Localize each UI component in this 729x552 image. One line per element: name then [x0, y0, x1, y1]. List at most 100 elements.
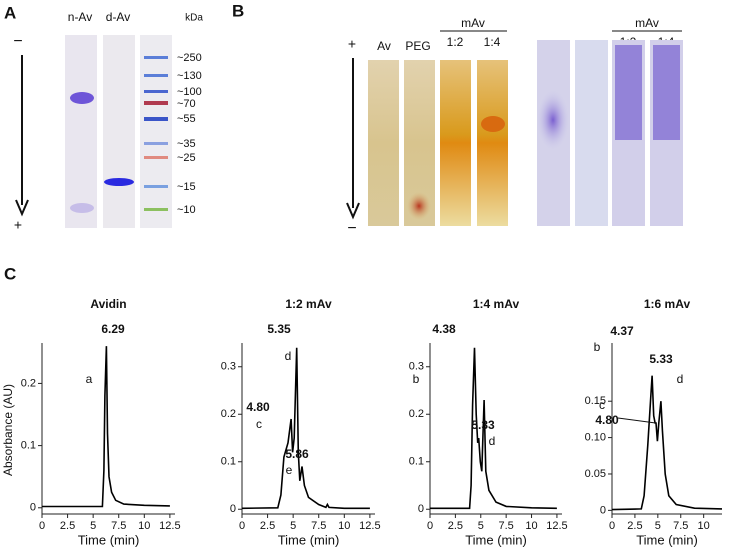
- annotation: 5.33: [649, 352, 673, 366]
- panel-label: B: [232, 1, 244, 20]
- y-tick-label: 0.2: [221, 408, 236, 420]
- trace: [430, 347, 557, 510]
- trace: [241, 347, 370, 510]
- lane-label: 1:4: [484, 35, 501, 49]
- x-axis-label: Time (min): [636, 532, 698, 547]
- gel-lane: [140, 35, 172, 228]
- x-tick-label: 10: [138, 520, 150, 532]
- y-tick-label: 0.1: [409, 456, 424, 468]
- annotation: 4.37: [610, 324, 634, 338]
- x-tick-label: 7.5: [499, 520, 514, 532]
- y-tick-label: 0: [30, 502, 36, 514]
- x-tick-label: 0: [239, 520, 245, 532]
- gel-band: [537, 90, 569, 150]
- annotation: 4.80: [246, 400, 270, 414]
- panel-label: C: [4, 264, 16, 283]
- ladder-label: ~70: [177, 98, 196, 110]
- x-tick-label: 5: [655, 520, 661, 532]
- annotation: 6.29: [101, 322, 125, 336]
- gel-lane: [575, 40, 608, 226]
- ladder-label: ~250: [177, 52, 202, 64]
- annotation: c: [256, 417, 262, 431]
- x-tick-label: 2.5: [448, 520, 463, 532]
- annotation: c: [599, 398, 605, 412]
- x-axis-label: Time (min): [78, 532, 140, 547]
- ladder-label: ~10: [177, 204, 196, 216]
- annotation: 5.33: [471, 418, 495, 432]
- x-tick-label: 5: [478, 520, 484, 532]
- lane-label: 1:2: [447, 35, 464, 49]
- x-tick-label: 12.5: [159, 520, 180, 532]
- x-tick-label: 0: [427, 520, 433, 532]
- gel-band: [615, 45, 642, 140]
- lane-label: PEG: [405, 39, 430, 53]
- y-tick-label: 0.3: [409, 361, 424, 373]
- x-tick-label: 0: [609, 520, 615, 532]
- chart-title: Avidin: [90, 297, 126, 311]
- y-tick-label: 0.1: [221, 456, 236, 468]
- y-tick-label: 0.2: [21, 377, 36, 389]
- x-tick-label: 2.5: [627, 520, 642, 532]
- leader-line: [617, 417, 656, 424]
- ladder: [144, 56, 168, 211]
- x-tick-label: 5: [90, 520, 96, 532]
- x-tick-label: 7.5: [111, 520, 126, 532]
- x-tick-label: 5: [290, 520, 296, 532]
- polarity: +: [14, 217, 22, 233]
- x-tick-label: 12.5: [359, 520, 380, 532]
- y-tick-label: 0.10: [585, 432, 606, 444]
- annotation: b: [413, 372, 420, 386]
- gel-lane: [368, 60, 399, 226]
- annotation: 5.86: [285, 447, 309, 461]
- x-axis-label: Time (min): [278, 532, 340, 547]
- annotation: e: [286, 463, 293, 477]
- gel-lane: [440, 60, 471, 226]
- annotation: 5.35: [267, 322, 291, 336]
- y-tick-label: 0.15: [585, 395, 606, 407]
- ladder-label: ~35: [177, 138, 196, 150]
- x-tick-label: 10: [698, 520, 710, 532]
- ladder-label: ~15: [177, 181, 196, 193]
- annotation: b: [594, 340, 601, 354]
- arrow-head: [346, 202, 360, 220]
- x-tick-label: 2.5: [260, 520, 275, 532]
- x-tick-label: 12.5: [546, 520, 567, 532]
- y-tick-label: 0: [418, 503, 424, 515]
- gel-band: [407, 192, 431, 220]
- gel-band: [104, 178, 134, 186]
- annotation: 4.80: [595, 413, 619, 427]
- group-label: mAv: [461, 16, 485, 30]
- x-tick-label: 2.5: [60, 520, 75, 532]
- gel-band: [70, 92, 94, 104]
- gel-band: [481, 116, 505, 132]
- y-tick-label: 0.05: [585, 468, 606, 480]
- x-tick-label: 7.5: [673, 520, 688, 532]
- x-tick-label: 7.5: [311, 520, 326, 532]
- ladder-label: ~100: [177, 86, 202, 98]
- polarity: −: [347, 220, 356, 237]
- annotation: a: [86, 372, 93, 386]
- gel-lane: [477, 60, 508, 226]
- trace: [611, 375, 723, 511]
- group-label: mAv: [635, 16, 659, 30]
- chart-title: 1:2 mAv: [285, 297, 332, 311]
- lane-label: d-Av: [106, 10, 130, 24]
- ladder-label: ~25: [177, 152, 196, 164]
- gel-lane: [65, 35, 97, 228]
- y-axis-label: Absorbance (AU): [1, 384, 15, 476]
- chart-title: 1:6 mAv: [644, 297, 691, 311]
- annotation: d: [285, 349, 292, 363]
- arrow-head: [15, 199, 29, 217]
- panel-label: A: [4, 3, 16, 22]
- annotation: d: [489, 434, 496, 448]
- annotation: d: [677, 372, 684, 386]
- lane-label: n-Av: [68, 10, 92, 24]
- trace: [42, 346, 170, 508]
- unit-label: kDa: [185, 13, 203, 24]
- y-tick-label: 0: [230, 503, 236, 515]
- gel-lane: [103, 35, 135, 228]
- polarity: −: [13, 33, 22, 50]
- x-tick-label: 10: [338, 520, 350, 532]
- gel-band: [653, 45, 680, 140]
